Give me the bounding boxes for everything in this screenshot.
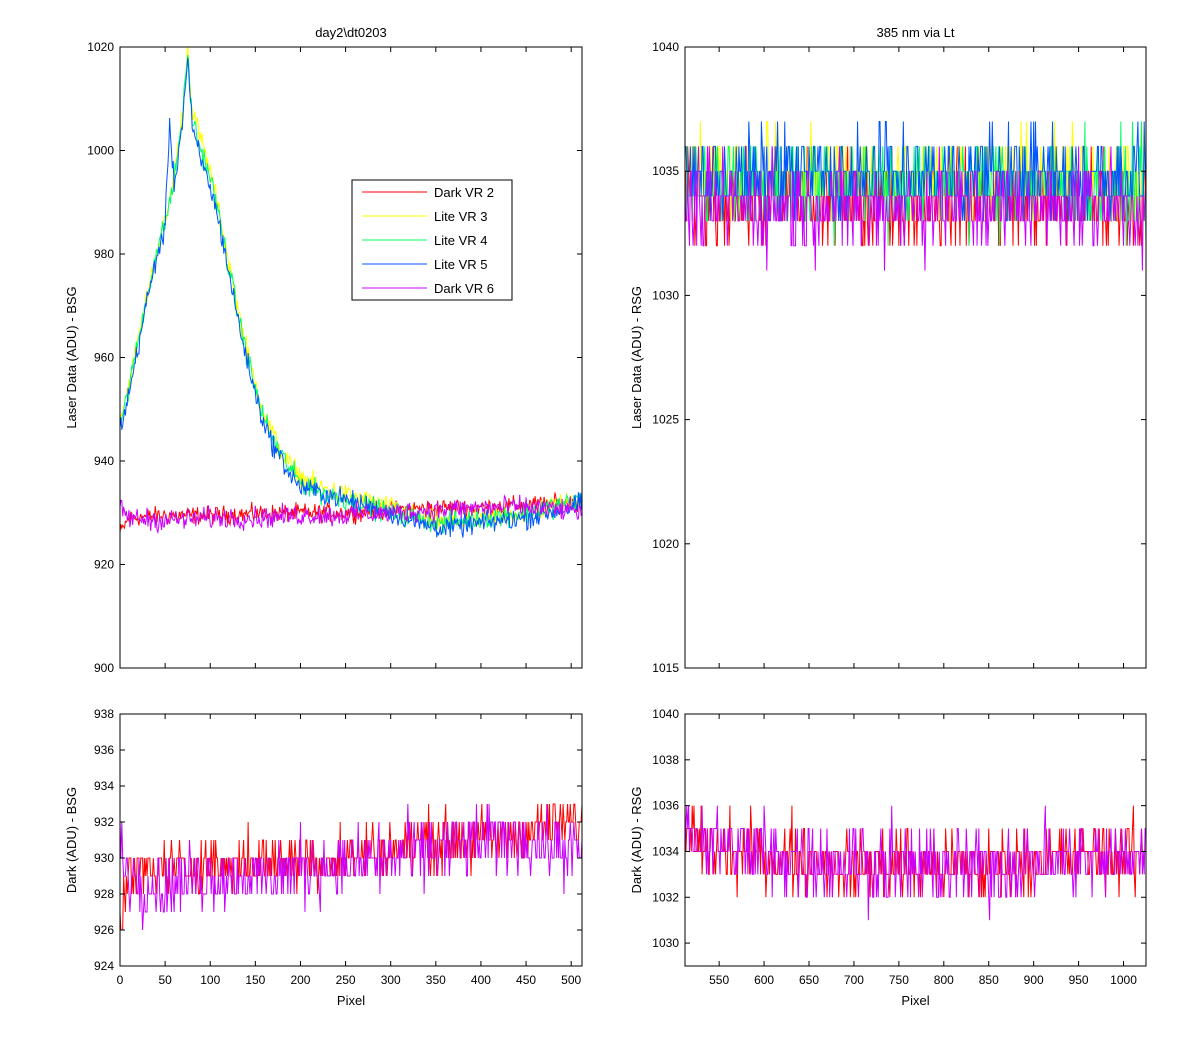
- y-tick-label: 1030: [652, 288, 679, 302]
- legend-entry: Lite VR 3: [434, 209, 487, 224]
- y-tick-label: 1030: [652, 936, 679, 950]
- series-line-lite-vr-5: [120, 57, 582, 538]
- y-axis-label: Laser Data (ADU) - RSG: [629, 286, 644, 429]
- chart-panel-tr: 1015 1020 1025 1030 1035 1040 385 nm via Lt Las…: [629, 25, 1147, 675]
- y-tick-label: 1035: [652, 164, 679, 178]
- y-tick-label: 1032: [652, 890, 679, 904]
- y-tick-label: 1040: [652, 707, 679, 721]
- y-tick-label: 960: [94, 351, 114, 365]
- chart-panel-tl: 900 920 940 960 980 1000 1020 day2\dt0203 Laser …: [64, 25, 583, 675]
- x-tick-label: 100: [200, 973, 220, 987]
- legend-entry: Dark VR 6: [434, 281, 494, 296]
- x-tick-label: 800: [934, 973, 954, 987]
- series-group: [120, 803, 582, 931]
- x-tick-label: 50: [158, 973, 172, 987]
- chart-title: day2\dt0203: [315, 25, 387, 40]
- x-tick-label: 750: [889, 973, 909, 987]
- series-line-dark-vr-6: [120, 494, 582, 535]
- x-axis-label: Pixel: [337, 993, 365, 1008]
- y-tick-label: 940: [94, 454, 114, 468]
- y-axis-label: Dark (ADU) - BSG: [64, 787, 79, 893]
- y-tick-label: 924: [94, 959, 114, 973]
- series-line-lite-vr-5: [685, 121, 1146, 246]
- chart-panel-bl: 0 50 100 150 200 250 300 350 400 450 500 924 926 928 9…: [64, 707, 583, 1008]
- plot-area: [685, 47, 1146, 668]
- y-tick-label: 1034: [652, 844, 679, 858]
- y-tick-label: 936: [94, 743, 114, 757]
- y-tick-label: 934: [94, 779, 114, 793]
- x-tick-label: 1000: [1110, 973, 1137, 987]
- x-tick-label: 450: [516, 973, 536, 987]
- y-tick-label: 1015: [652, 661, 679, 675]
- y-tick-label: 930: [94, 851, 114, 865]
- x-tick-label: 700: [844, 973, 864, 987]
- x-axis-label: Pixel: [901, 993, 929, 1008]
- x-tick-label: 150: [245, 973, 265, 987]
- x-tick-label: 900: [1024, 973, 1044, 987]
- x-tick-label: 550: [709, 973, 729, 987]
- chart-panel-br: 550 600 650 700 750 800 850 900 950 1000 1030 1032 1…: [629, 707, 1147, 1008]
- x-tick-label: 600: [754, 973, 774, 987]
- y-tick-label: 926: [94, 923, 114, 937]
- x-tick-label: 0: [117, 973, 124, 987]
- x-tick-label: 250: [336, 973, 356, 987]
- x-tick-label: 650: [799, 973, 819, 987]
- x-tick-label: 950: [1069, 973, 1089, 987]
- y-tick-label: 980: [94, 247, 114, 261]
- series-line-dark-vr-6: [120, 803, 582, 931]
- axes-frame: [684, 713, 1147, 967]
- y-tick-label: 1038: [652, 753, 679, 767]
- x-tick-label: 500: [561, 973, 581, 987]
- x-tick-label: 200: [290, 973, 310, 987]
- x-tick-label: 400: [471, 973, 491, 987]
- y-axis-label: Laser Data (ADU) - BSG: [64, 286, 79, 428]
- legend-entry: Dark VR 2: [434, 185, 494, 200]
- series-line-dark-vr-6: [685, 805, 1146, 921]
- series-group: [685, 121, 1146, 271]
- y-tick-label: 920: [94, 558, 114, 572]
- y-tick-label: 938: [94, 707, 114, 721]
- y-tick-label: 1020: [652, 537, 679, 551]
- series-group: [120, 47, 582, 538]
- y-tick-label: 1036: [652, 799, 679, 813]
- y-tick-label: 900: [94, 661, 114, 675]
- legend-entry: Lite VR 5: [434, 257, 487, 272]
- plot-area: [120, 47, 582, 668]
- axes-frame: [119, 713, 583, 967]
- legend: Dark VR 2 Lite VR 3 Lite VR 4 Lite VR 5 Dark…: [351, 179, 513, 301]
- y-tick-label: 928: [94, 887, 114, 901]
- x-tick-label: 850: [979, 973, 999, 987]
- y-tick-label: 1000: [87, 144, 114, 158]
- series-line-dark-vr-6: [685, 146, 1146, 271]
- axes-frame: [684, 46, 1147, 669]
- legend-entry: Lite VR 4: [434, 233, 487, 248]
- y-axis-label: Dark (ADU) - RSG: [629, 787, 644, 894]
- chart-title: 385 nm via Lt: [876, 25, 954, 40]
- y-tick-label: 1025: [652, 413, 679, 427]
- y-tick-label: 1020: [87, 40, 114, 54]
- y-tick-label: 1040: [652, 40, 679, 54]
- y-tick-label: 932: [94, 815, 114, 829]
- series-group: [685, 805, 1146, 921]
- x-tick-label: 300: [381, 973, 401, 987]
- x-tick-label: 350: [426, 973, 446, 987]
